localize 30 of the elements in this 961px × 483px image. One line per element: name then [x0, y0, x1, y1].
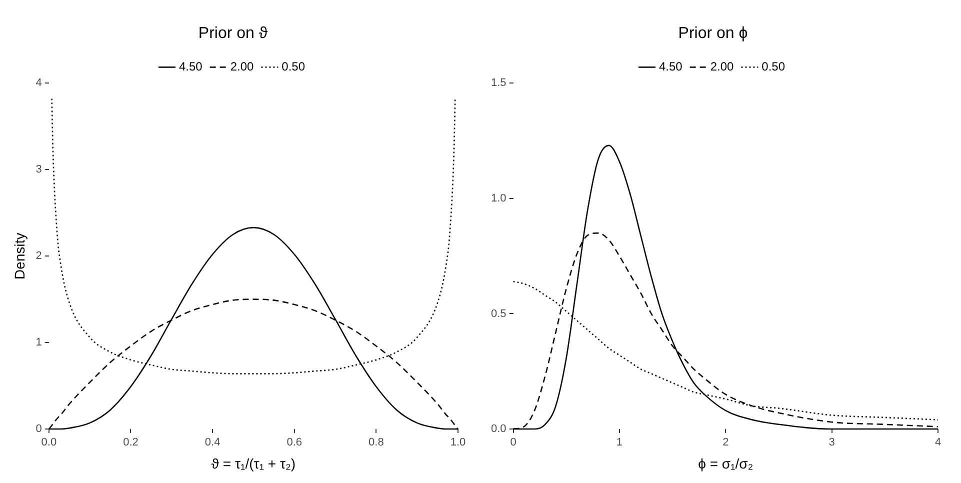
x-tick-label: 0	[510, 436, 516, 449]
x-tick-label: 0.6	[286, 436, 302, 449]
legend-label: 4.50	[658, 60, 683, 74]
y-tick-label: 1.5	[490, 77, 506, 90]
x-tick-label: 4	[934, 436, 942, 449]
y-tick-label: 0.0	[490, 423, 506, 436]
legend-label: 4.50	[178, 60, 203, 74]
x-axis-title: ϕ = σ₁/σ₂	[698, 455, 754, 472]
x-tick-label: 0.2	[123, 436, 138, 449]
y-tick-label: 0.5	[490, 308, 506, 320]
x-tick-label: 0.4	[204, 436, 220, 449]
legend-label: 0.50	[762, 60, 786, 74]
chart-title: Prior on ϕ	[678, 25, 748, 42]
y-tick-label: 1	[36, 336, 42, 349]
legend-label: 2.00	[230, 60, 254, 74]
chart-title: Prior on ϑ	[198, 25, 268, 42]
x-axis-title: ϑ = τ₁/(τ₁ + τ₂)	[211, 455, 296, 472]
y-tick-label: 2	[36, 250, 42, 262]
y-tick-label: 4	[36, 77, 42, 90]
legend-label: 0.50	[282, 60, 306, 74]
y-tick-label: 3	[36, 164, 42, 176]
x-tick-label: 1	[616, 436, 623, 449]
x-tick-label: 2	[722, 436, 729, 449]
legend-label: 2.00	[710, 60, 734, 74]
x-tick-label: 3	[828, 436, 835, 449]
x-tick-label: 1.0	[450, 436, 466, 449]
x-tick-label: 0.8	[368, 436, 384, 449]
y-tick-label: 1.0	[490, 192, 506, 204]
y-tick-label: 0	[36, 423, 42, 436]
y-axis-title: Density	[11, 232, 28, 280]
